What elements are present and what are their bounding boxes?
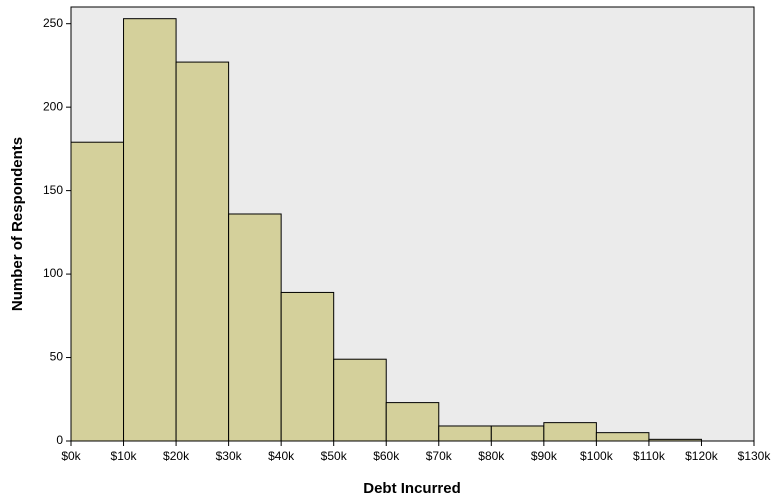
x-axis-title: Debt Incurred — [363, 480, 461, 497]
x-tick-label: $100k — [580, 449, 614, 463]
x-tick-label: $90k — [531, 449, 558, 463]
x-tick-label: $50k — [321, 449, 348, 463]
x-tick-label: $30k — [216, 449, 243, 463]
bar — [280, 291, 335, 442]
bar — [175, 61, 230, 442]
bar — [543, 422, 597, 442]
y-tick-label: 250 — [43, 16, 63, 30]
bar — [123, 18, 177, 442]
y-tick-label: 0 — [56, 433, 63, 447]
bar — [490, 425, 545, 442]
bar — [385, 402, 440, 442]
bar — [70, 141, 125, 442]
y-axis-title: Number of Respondents — [9, 137, 26, 311]
y-tick-label: 100 — [43, 266, 63, 280]
x-tick-label: $20k — [163, 449, 190, 463]
bar — [228, 213, 282, 442]
y-tick-label: 50 — [50, 350, 64, 364]
x-tick-label: $130k — [738, 449, 771, 463]
x-tick-label: $40k — [268, 449, 295, 463]
x-tick-label: $120k — [685, 449, 719, 463]
x-tick-label: $60k — [373, 449, 400, 463]
bar — [595, 432, 650, 442]
y-tick-label: 200 — [43, 99, 63, 113]
x-tick-label: $80k — [478, 449, 505, 463]
x-tick-label: $0k — [61, 449, 81, 463]
x-tick-label: $70k — [426, 449, 453, 463]
x-tick-label: $110k — [633, 449, 666, 463]
x-tick-label: $10k — [111, 449, 138, 463]
bar — [438, 425, 492, 442]
bar — [333, 358, 387, 442]
y-tick-label: 150 — [43, 183, 63, 197]
